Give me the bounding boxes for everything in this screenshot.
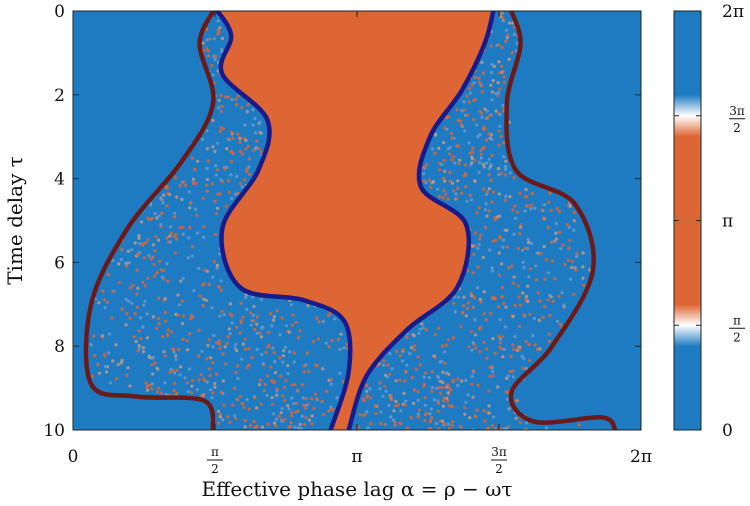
svg-text:π: π bbox=[733, 313, 741, 327]
y-tick-label: 4 bbox=[54, 170, 65, 190]
x-tick-label: 2π bbox=[630, 447, 652, 467]
svg-text:2: 2 bbox=[495, 462, 503, 476]
orange-core-region bbox=[217, 11, 494, 430]
boundary-curve-1 bbox=[215, 11, 353, 430]
colorbar-tick-label: π bbox=[722, 212, 733, 232]
svg-text:π: π bbox=[211, 445, 219, 459]
y-axis-ticks: 0 2 4 6 8 10 bbox=[43, 2, 641, 441]
colorbar-tick-label: 0 bbox=[722, 421, 733, 441]
svg-text:2: 2 bbox=[733, 121, 741, 135]
colorbar-tick-label: π2 bbox=[729, 313, 745, 344]
svg-text:3π: 3π bbox=[491, 445, 507, 459]
x-tick-label: 0 bbox=[68, 447, 79, 467]
x-tick-label: π2 bbox=[207, 445, 223, 476]
y-tick-label: 8 bbox=[54, 337, 65, 357]
colorbar-tick-label: 3π2 bbox=[729, 104, 745, 135]
svg-text:2: 2 bbox=[733, 330, 741, 344]
y-tick-label: 2 bbox=[54, 86, 65, 106]
plot-area bbox=[72, 10, 642, 431]
boundary-curve-3 bbox=[83, 11, 216, 430]
y-tick-label: 0 bbox=[54, 2, 65, 22]
x-axis-label: Effective phase lag α = ρ − ωτ bbox=[202, 477, 513, 501]
y-axis-label: Time delay τ bbox=[3, 156, 27, 285]
y-tick-label: 10 bbox=[43, 421, 65, 441]
colorbar-tick-label: 2π bbox=[722, 2, 744, 22]
svg-text:2: 2 bbox=[211, 462, 219, 476]
boundary-curve-2 bbox=[346, 11, 496, 430]
boundary-curve-4 bbox=[504, 11, 618, 430]
y-tick-label: 6 bbox=[54, 253, 65, 273]
svg-text:3π: 3π bbox=[729, 104, 745, 118]
x-tick-label: 3π2 bbox=[491, 445, 507, 476]
x-tick-label: π bbox=[351, 447, 362, 467]
